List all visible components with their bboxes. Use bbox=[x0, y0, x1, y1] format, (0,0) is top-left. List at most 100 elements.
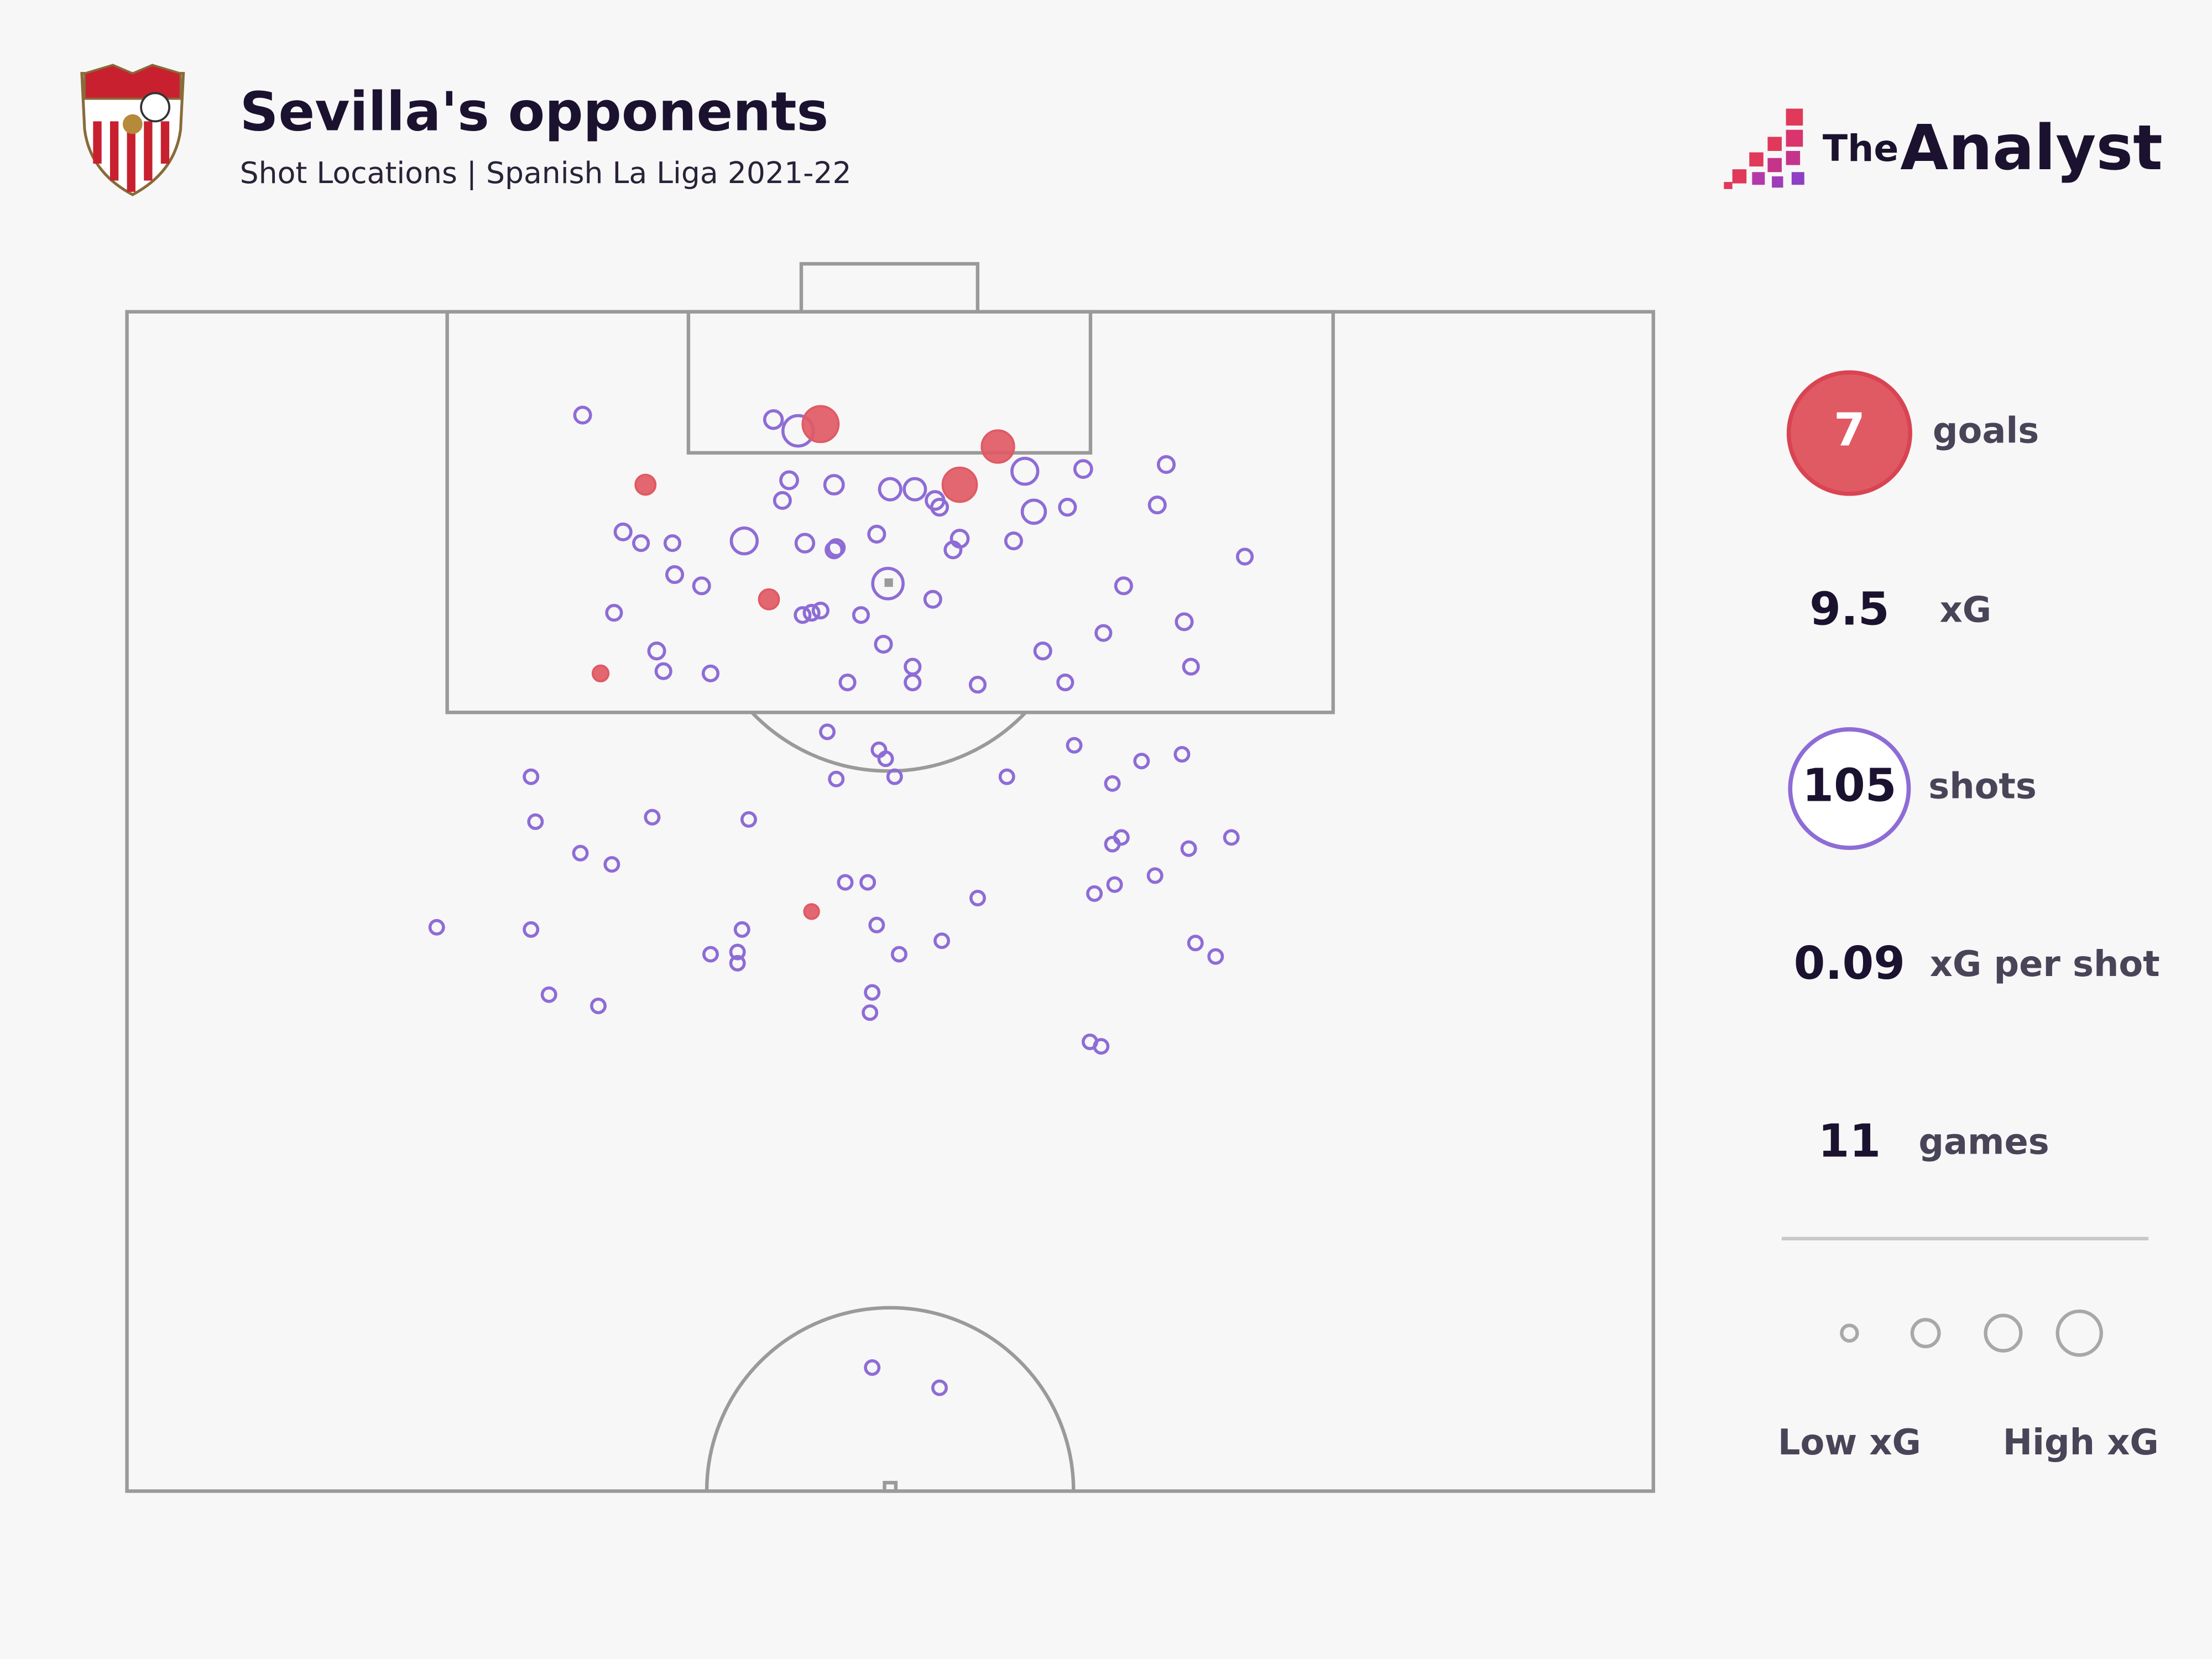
shot bbox=[1033, 641, 1052, 661]
legend-high: High xG bbox=[2003, 1422, 2159, 1463]
shot bbox=[1094, 624, 1113, 642]
shot bbox=[1180, 840, 1197, 857]
goal-shot bbox=[980, 429, 1015, 464]
shot bbox=[779, 470, 799, 491]
shot bbox=[931, 1379, 948, 1396]
shot bbox=[1146, 867, 1164, 884]
shot bbox=[590, 998, 607, 1014]
stat-value: 105 bbox=[1802, 759, 1896, 812]
shot bbox=[1113, 829, 1130, 846]
shot bbox=[837, 874, 854, 891]
shot bbox=[1175, 612, 1194, 632]
shot bbox=[523, 921, 540, 938]
shot bbox=[828, 770, 845, 787]
shot bbox=[1093, 1038, 1110, 1055]
shots-badge bbox=[1788, 727, 1911, 850]
shot bbox=[527, 813, 544, 830]
shot bbox=[904, 673, 922, 692]
goal-shot bbox=[941, 466, 978, 503]
shot bbox=[1104, 775, 1121, 792]
shot bbox=[969, 890, 986, 906]
brand-logo bbox=[1724, 108, 1804, 189]
shot bbox=[874, 634, 893, 654]
shot bbox=[1235, 547, 1254, 566]
shot bbox=[1147, 495, 1167, 515]
shot bbox=[867, 524, 886, 544]
shot bbox=[838, 673, 857, 692]
chart-subtitle: Shot Locations | Spanish La Liga 2021-22 bbox=[240, 155, 852, 190]
shot bbox=[523, 768, 540, 785]
chart-title: Sevilla's opponents bbox=[240, 81, 829, 143]
shot bbox=[605, 604, 623, 622]
shot bbox=[1156, 455, 1176, 474]
shot bbox=[933, 932, 951, 950]
shot bbox=[852, 606, 870, 624]
shot bbox=[1020, 498, 1047, 525]
shot bbox=[862, 1004, 879, 1021]
shot bbox=[811, 601, 830, 620]
shot bbox=[740, 811, 757, 828]
shot bbox=[773, 491, 792, 510]
shot bbox=[632, 534, 650, 552]
stat-label: games bbox=[1918, 1121, 2049, 1162]
shot bbox=[644, 808, 661, 826]
shot bbox=[733, 921, 750, 938]
stat-label: xG per shot bbox=[1930, 944, 2160, 985]
shot bbox=[930, 498, 950, 517]
shot bbox=[878, 477, 902, 502]
shot bbox=[890, 946, 907, 963]
shot bbox=[968, 676, 987, 694]
shot bbox=[572, 844, 589, 862]
shot bbox=[943, 540, 963, 560]
shot bbox=[886, 768, 903, 785]
shot bbox=[1073, 459, 1093, 479]
shot bbox=[692, 576, 711, 596]
shot bbox=[613, 522, 633, 541]
stat-label: xG bbox=[1940, 590, 1991, 631]
shot bbox=[1182, 658, 1200, 676]
shot bbox=[763, 409, 784, 430]
goal-shot bbox=[758, 588, 780, 611]
goal-shot bbox=[801, 405, 840, 444]
shot bbox=[871, 567, 905, 601]
shot bbox=[1133, 753, 1150, 770]
shot bbox=[868, 916, 885, 933]
shot bbox=[1056, 673, 1074, 692]
goal-shot bbox=[591, 664, 610, 682]
shot bbox=[1066, 737, 1083, 754]
pitch bbox=[125, 262, 1655, 1493]
shot bbox=[647, 641, 666, 661]
shot bbox=[864, 1359, 881, 1376]
shot bbox=[603, 856, 620, 873]
shot bbox=[1207, 948, 1224, 965]
shot bbox=[701, 664, 720, 682]
legend-low: Low xG bbox=[1778, 1422, 1921, 1463]
shot bbox=[794, 533, 816, 554]
size-legend bbox=[1840, 1309, 2103, 1357]
shot bbox=[1114, 576, 1133, 596]
brand-small: The bbox=[1823, 127, 1898, 170]
shot bbox=[654, 662, 672, 680]
shot bbox=[729, 526, 759, 556]
shot bbox=[877, 750, 894, 768]
shot bbox=[663, 534, 682, 552]
shot bbox=[825, 540, 844, 560]
shot bbox=[794, 606, 812, 624]
goal-shot bbox=[634, 473, 657, 496]
shot bbox=[902, 477, 927, 502]
stat-value: 7 bbox=[1834, 404, 1865, 457]
stat-label: shots bbox=[1928, 766, 2037, 807]
stat-value: 0.09 bbox=[1794, 937, 1905, 990]
stat-label: goals bbox=[1933, 411, 2039, 452]
shot bbox=[1086, 885, 1103, 902]
shot bbox=[1173, 746, 1191, 763]
shot bbox=[729, 943, 746, 961]
shot bbox=[729, 954, 746, 972]
shot bbox=[819, 723, 836, 740]
shot bbox=[998, 768, 1015, 785]
shot bbox=[923, 589, 942, 609]
club-crest bbox=[80, 64, 185, 196]
shot bbox=[827, 538, 846, 557]
shot bbox=[702, 946, 719, 963]
